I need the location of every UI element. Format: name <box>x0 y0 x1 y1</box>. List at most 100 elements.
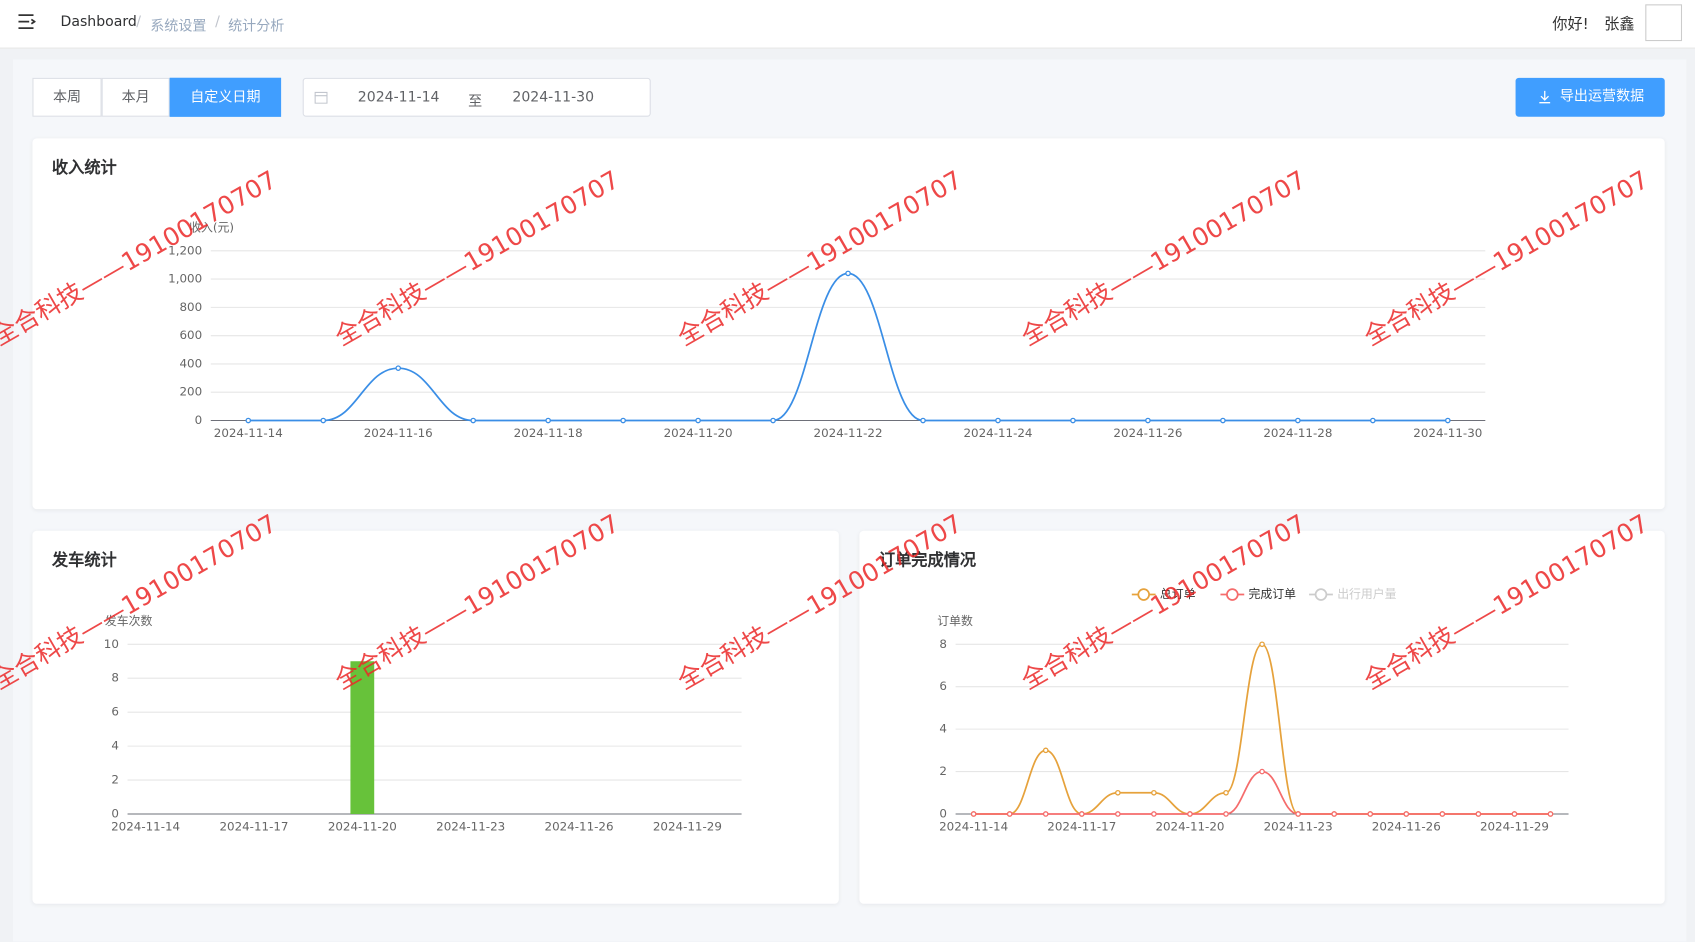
legend-label[interactable]: 总订单 <box>1160 587 1196 601</box>
point <box>1145 417 1151 424</box>
y-axis-name: 发车次数 <box>105 614 153 628</box>
departure-card <box>32 530 839 904</box>
y-tick-label: 400 <box>179 356 202 370</box>
date-sep: 至 <box>468 94 483 111</box>
card-title: 发车统计 <box>51 550 117 570</box>
x-tick-label: 2024-11-26 <box>1113 426 1182 440</box>
point <box>1006 811 1013 817</box>
line <box>248 272 1448 422</box>
point <box>1295 417 1301 424</box>
point <box>1403 811 1410 817</box>
point <box>1295 811 1301 817</box>
point <box>1115 789 1121 796</box>
legend-label[interactable]: 出行用户量 <box>1337 587 1396 601</box>
y-axis-name: 收入(元) <box>189 221 234 235</box>
point <box>845 270 851 277</box>
point <box>1151 811 1157 817</box>
point <box>620 417 626 424</box>
breadcrumb[interactable]: Dashboard <box>60 14 137 31</box>
y-tick-label: 2 <box>111 773 119 787</box>
legend-icon <box>1314 588 1328 601</box>
bar <box>350 661 375 814</box>
tab[interactable]: 本周 <box>32 77 102 117</box>
point <box>1439 811 1446 817</box>
point <box>1475 811 1482 817</box>
sep: / <box>215 14 220 31</box>
line <box>973 770 1551 815</box>
breadcrumb: 统计分析 <box>228 18 285 35</box>
x-tick-label: 2024-11-17 <box>219 819 288 833</box>
point <box>395 365 402 371</box>
revenue-card <box>32 138 1665 510</box>
x-tick-label: 2024-11-18 <box>514 426 583 440</box>
y-axis-name: 订单数 <box>937 614 973 628</box>
x-tick-label: 2024-11-29 <box>1480 819 1549 833</box>
y-tick-label: 600 <box>179 328 202 342</box>
order-card <box>859 530 1665 904</box>
x-tick-label: 2024-11-23 <box>1264 819 1333 833</box>
point <box>920 417 926 424</box>
avatar[interactable] <box>1645 4 1683 42</box>
x-tick-label: 2024-11-14 <box>939 819 1008 833</box>
x-tick-label: 2024-11-26 <box>545 819 614 833</box>
point <box>1070 417 1076 424</box>
x-tick-label: 2024-11-24 <box>963 426 1032 440</box>
y-tick-label: 2 <box>939 764 947 778</box>
user-name[interactable]: 张鑫 <box>1604 16 1635 34</box>
point <box>320 417 327 424</box>
card-title: 收入统计 <box>51 157 117 178</box>
point <box>545 417 551 424</box>
y-tick-label: 0 <box>111 806 119 820</box>
date-range[interactable]: 2024-11-14 至 2024-11-30 <box>302 77 651 117</box>
y-tick-label: 10 <box>104 637 119 651</box>
point <box>1223 811 1229 817</box>
x-tick-label: 2024-11-14 <box>111 819 180 833</box>
card-title: 订单完成情况 <box>878 550 977 570</box>
greeting: 你好! <box>1552 16 1589 34</box>
breadcrumb[interactable]: 系统设置 <box>150 18 207 35</box>
point <box>995 417 1001 424</box>
y-tick-label: 200 <box>179 385 202 399</box>
x-tick-label: 2024-11-29 <box>653 819 722 833</box>
y-tick-label: 1,200 <box>168 243 202 257</box>
x-tick-label: 2024-11-20 <box>664 426 733 440</box>
y-tick-label: 4 <box>111 739 119 753</box>
point <box>1223 789 1229 796</box>
y-tick-label: 1,000 <box>168 272 202 286</box>
export-label: 导出运营数据 <box>1559 88 1645 105</box>
legend-icon <box>1226 588 1239 601</box>
date-start: 2024-11-14 <box>357 89 440 106</box>
point <box>1367 811 1374 817</box>
y-tick-label: 0 <box>939 806 947 820</box>
tab[interactable]: 自定义日期 <box>169 77 282 117</box>
tab[interactable]: 本月 <box>101 77 170 117</box>
point <box>1115 811 1121 817</box>
y-tick-label: 0 <box>195 413 203 427</box>
download-icon <box>1539 90 1551 104</box>
calendar-icon <box>314 91 328 104</box>
export-button[interactable]: 导出运营数据 <box>1515 77 1665 117</box>
x-tick-label: 2024-11-26 <box>1372 819 1441 833</box>
x-tick-label: 2024-11-22 <box>814 426 883 440</box>
point <box>1331 811 1337 817</box>
hamburger[interactable] <box>18 14 36 29</box>
point <box>245 417 252 424</box>
legend-icon <box>1137 588 1150 601</box>
y-tick-label: 800 <box>179 300 202 314</box>
point <box>1259 641 1265 648</box>
point <box>1042 811 1049 817</box>
point <box>970 811 977 817</box>
point <box>1042 747 1049 754</box>
y-tick-label: 8 <box>939 637 947 651</box>
legend-label[interactable]: 完成订单 <box>1249 587 1297 601</box>
point <box>1151 789 1157 796</box>
point <box>1187 811 1193 817</box>
x-tick-label: 2024-11-23 <box>436 819 505 833</box>
y-tick-label: 6 <box>111 705 119 719</box>
point <box>1370 417 1376 424</box>
point <box>1259 768 1265 775</box>
point <box>1511 811 1518 817</box>
